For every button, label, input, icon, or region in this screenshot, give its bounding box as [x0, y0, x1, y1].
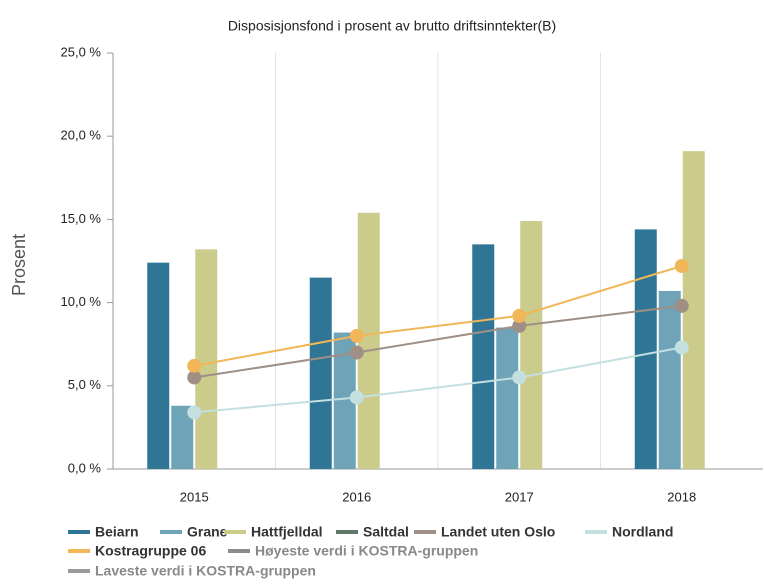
- x-tick-label: 2015: [180, 489, 209, 504]
- legend-swatch: [585, 530, 607, 534]
- bar: [682, 151, 705, 469]
- point: [187, 370, 202, 385]
- bar: [658, 290, 681, 469]
- bar: [357, 212, 380, 469]
- y-tick-label: 10,0 %: [61, 294, 102, 309]
- legend-label: Kostragruppe 06: [95, 543, 206, 559]
- point: [512, 308, 527, 323]
- y-tick-label: 20,0 %: [61, 128, 102, 143]
- x-tick-label: 2016: [342, 489, 371, 504]
- point: [512, 318, 527, 333]
- bar: [147, 262, 170, 469]
- y-axis-label: Prosent: [9, 234, 29, 296]
- line: [194, 346, 682, 414]
- bar: [634, 229, 657, 469]
- bar: [309, 277, 332, 469]
- line: [194, 304, 682, 379]
- x-tick-label: 2017: [505, 489, 534, 504]
- point: [674, 298, 689, 313]
- point: [674, 258, 689, 273]
- bar: [195, 249, 218, 469]
- bar: [171, 405, 194, 469]
- point: [349, 345, 364, 360]
- legend-label: Hattfjelldal: [251, 524, 323, 540]
- x-tick-label: 2018: [667, 489, 696, 504]
- y-tick-label: 25,0 %: [61, 44, 102, 59]
- legend-label: Høyeste verdi i KOSTRA-gruppen: [255, 543, 478, 559]
- legend-swatch: [336, 530, 358, 534]
- legend-label: Landet uten Oslo: [441, 524, 555, 540]
- legend-swatch: [68, 549, 90, 553]
- y-tick-label: 15,0 %: [61, 211, 102, 226]
- bar: [520, 221, 543, 469]
- line: [194, 265, 683, 367]
- legend-label: Saltdal: [363, 524, 409, 540]
- point: [187, 405, 202, 420]
- y-tick-label: 0,0 %: [68, 460, 102, 475]
- bar: [333, 332, 356, 469]
- bar: [496, 327, 519, 469]
- bar: [472, 244, 495, 469]
- legend-swatch: [68, 530, 90, 534]
- legend-swatch: [68, 569, 90, 573]
- point: [512, 370, 527, 385]
- point: [674, 340, 689, 355]
- point: [349, 328, 364, 343]
- legend-label: Beiarn: [95, 524, 139, 540]
- chart-title: Disposisjonsfond i prosent av brutto dri…: [228, 18, 556, 34]
- point: [187, 358, 202, 373]
- legend-swatch: [224, 530, 246, 534]
- legend-label: Nordland: [612, 524, 673, 540]
- legend-swatch: [160, 530, 182, 534]
- y-tick-label: 5,0 %: [68, 377, 102, 392]
- point: [349, 390, 364, 405]
- legend-label: Laveste verdi i KOSTRA-gruppen: [95, 563, 316, 579]
- legend-swatch: [414, 530, 436, 534]
- legend-swatch: [228, 549, 250, 553]
- legend-label: Grane: [187, 524, 228, 540]
